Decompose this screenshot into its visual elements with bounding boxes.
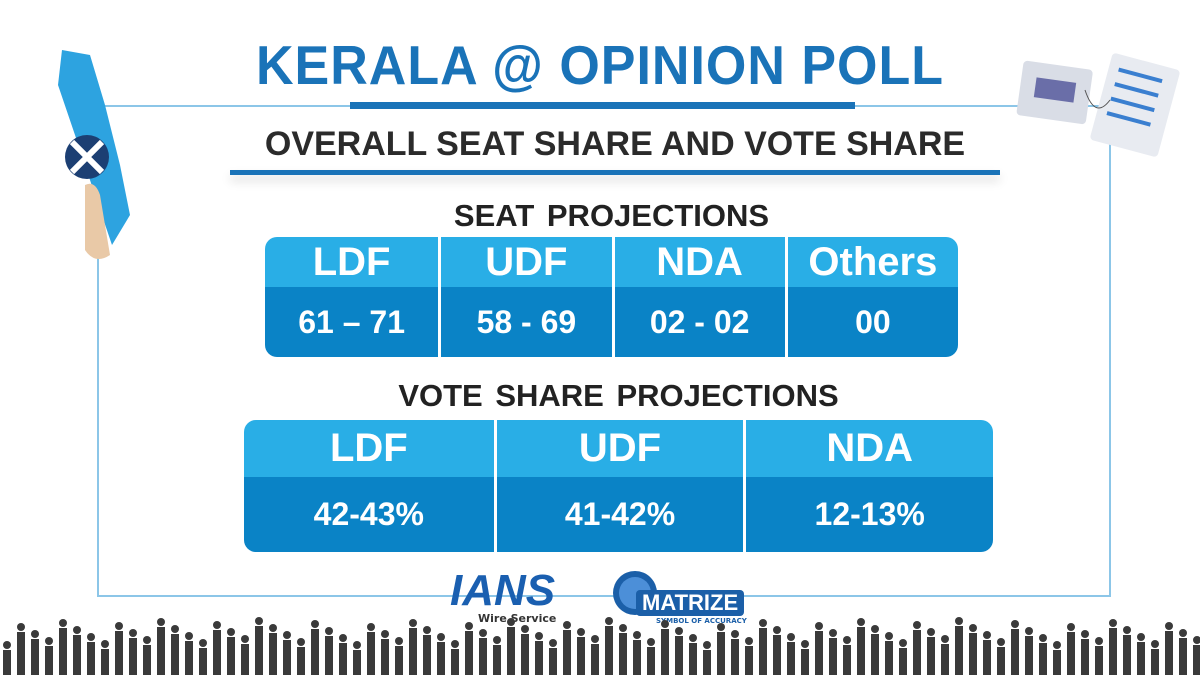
- seat-heading: SEAT PROJECTIONS: [453, 198, 770, 233]
- header-cell: UDF: [438, 237, 612, 287]
- subtitle-underline: [230, 170, 1000, 175]
- title-underline: [350, 102, 855, 109]
- crowd: [3, 617, 1200, 675]
- value-cell: 41-42%: [493, 477, 744, 552]
- matrize-tagline: SYMBOL OF ACCURACY: [656, 617, 747, 625]
- value-cell: 61 – 71: [265, 287, 439, 357]
- voting-machine: [1016, 53, 1180, 157]
- value-cell: 42-43%: [244, 477, 494, 552]
- kerala-map: [58, 50, 130, 259]
- vote-heading: VOTE SHARE PROJECTIONS: [398, 378, 839, 413]
- ians-logo: IANS: [450, 566, 556, 615]
- header-cell: UDF: [493, 420, 744, 477]
- value-cell: 00: [784, 287, 958, 357]
- value-cell: 02 - 02: [611, 287, 785, 357]
- title: KERALA @ OPINION POLL: [255, 35, 944, 97]
- value-cell: 58 - 69: [438, 287, 612, 357]
- vote-table: LDF UDF NDA 42-43% 41-42% 12-13%: [244, 420, 993, 552]
- seat-table: LDF UDF NDA Others 61 – 71 58 - 69 02 - 02 00: [265, 237, 958, 357]
- value-cell: 12-13%: [743, 477, 993, 552]
- header-cell: LDF: [244, 420, 494, 477]
- header-cell: NDA: [743, 420, 993, 477]
- matrize-logo: MATRIZE: [636, 590, 745, 616]
- header-cell: Others: [784, 237, 958, 287]
- header-cell: NDA: [611, 237, 785, 287]
- header-cell: LDF: [265, 237, 439, 287]
- subtitle: OVERALL SEAT SHARE AND VOTE SHARE: [264, 125, 966, 163]
- ians-tagline: Wire Service: [478, 612, 557, 625]
